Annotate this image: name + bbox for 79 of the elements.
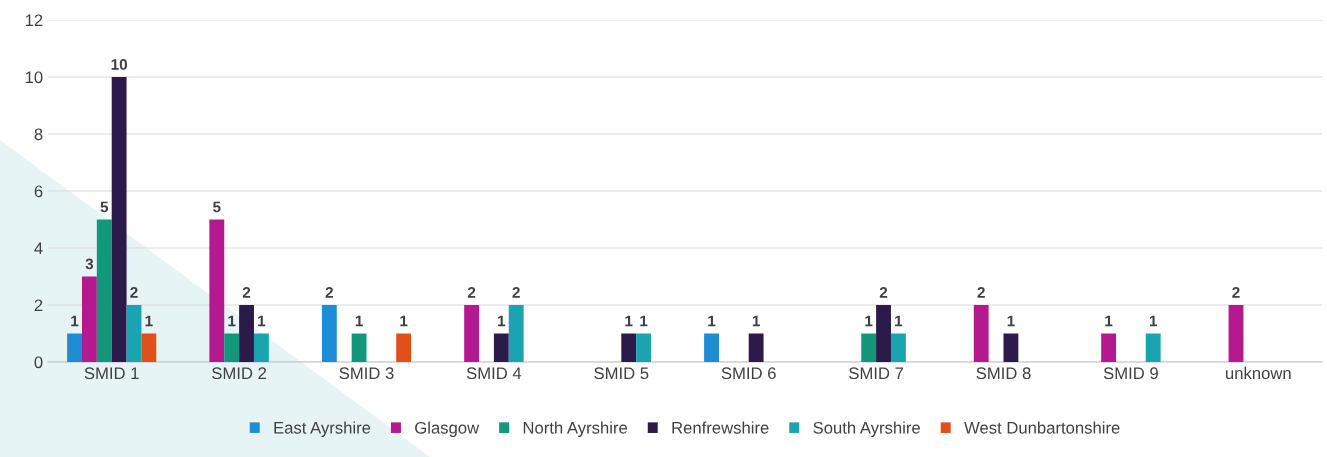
bar [351, 333, 367, 362]
x-tick-label: SMID 7 [849, 367, 904, 380]
legend-label: North Ayrshire [523, 421, 628, 437]
y-tick-label: 2 [34, 299, 43, 312]
y-tick-label: 12 [25, 14, 43, 27]
x-tick-label: SMID 8 [976, 367, 1031, 380]
data-label: 1 [1149, 315, 1158, 327]
data-label: 1 [752, 315, 760, 327]
data-label: 1 [498, 315, 506, 327]
bar [141, 333, 157, 362]
x-tick-label: SMID 1 [84, 367, 139, 380]
y-tick-label: 8 [34, 128, 43, 141]
x-tick-label: SMID 6 [721, 367, 776, 380]
data-label: 1 [640, 315, 648, 327]
legend-label: Glasgow [415, 421, 480, 437]
data-label: 1 [400, 315, 408, 327]
bar [1003, 333, 1019, 362]
bar [890, 333, 906, 362]
y-tick-label: 6 [34, 185, 43, 198]
x-tick-label: SMID 4 [466, 367, 522, 380]
data-label: 1 [355, 315, 363, 327]
x-tick-label: SMID 2 [212, 367, 267, 380]
bar [1145, 333, 1161, 362]
bar [253, 333, 269, 362]
bar [973, 305, 989, 362]
data-label: 1 [708, 315, 716, 327]
x-tick-label: SMID 3 [339, 367, 394, 380]
bar [508, 305, 524, 362]
bar [321, 305, 337, 362]
bar [126, 305, 142, 362]
x-tick-label: unknown [1226, 366, 1291, 380]
data-label: 5 [213, 201, 221, 213]
bar [96, 219, 112, 362]
data-label: 2 [242, 287, 251, 298]
bar [224, 333, 240, 362]
data-label: 1 [145, 315, 153, 327]
bar [396, 333, 412, 362]
legend-label: South Ayrshire [813, 421, 920, 437]
data-label: 2 [325, 287, 333, 298]
data-label: 1 [71, 315, 79, 327]
data-label: 1 [228, 315, 236, 327]
data-label: 2 [879, 287, 888, 298]
data-label: 2 [512, 287, 520, 298]
bar [493, 333, 509, 362]
data-label: 1 [1007, 315, 1015, 327]
data-label: 3 [85, 258, 94, 270]
y-tick-label: 10 [25, 71, 43, 84]
bar [111, 77, 127, 362]
data-label: 1 [895, 315, 903, 327]
y-tick-label: 0 [34, 356, 43, 369]
legend-label: West Dunbartonshire [964, 421, 1120, 434]
legend-label: East Ayrshire [274, 421, 371, 437]
data-label: 1 [1105, 315, 1113, 327]
data-label: 2 [130, 287, 138, 298]
data-label: 1 [865, 315, 873, 327]
bar [748, 333, 764, 362]
bar [1228, 305, 1244, 362]
bar [861, 333, 877, 362]
legend-label: Renfrewshire [672, 421, 769, 434]
bar [704, 333, 719, 362]
data-label: 2 [1232, 287, 1240, 298]
bar [636, 333, 652, 362]
y-tick-label: 4 [34, 242, 43, 255]
data-label: 5 [100, 201, 109, 213]
data-label: 2 [467, 287, 476, 298]
bar [464, 305, 480, 362]
bar [239, 305, 254, 362]
bar [81, 276, 97, 362]
bar [209, 219, 225, 362]
x-tick-label: SMID 9 [1103, 367, 1158, 380]
x-tick-label: SMID 5 [594, 367, 649, 380]
data-label: 2 [977, 287, 985, 298]
data-label: 1 [258, 315, 266, 327]
data-label: 10 [111, 59, 127, 70]
data-label: 1 [625, 315, 633, 327]
bar [621, 333, 637, 362]
bar [1101, 333, 1117, 362]
bar [67, 333, 82, 362]
bar [876, 305, 891, 362]
